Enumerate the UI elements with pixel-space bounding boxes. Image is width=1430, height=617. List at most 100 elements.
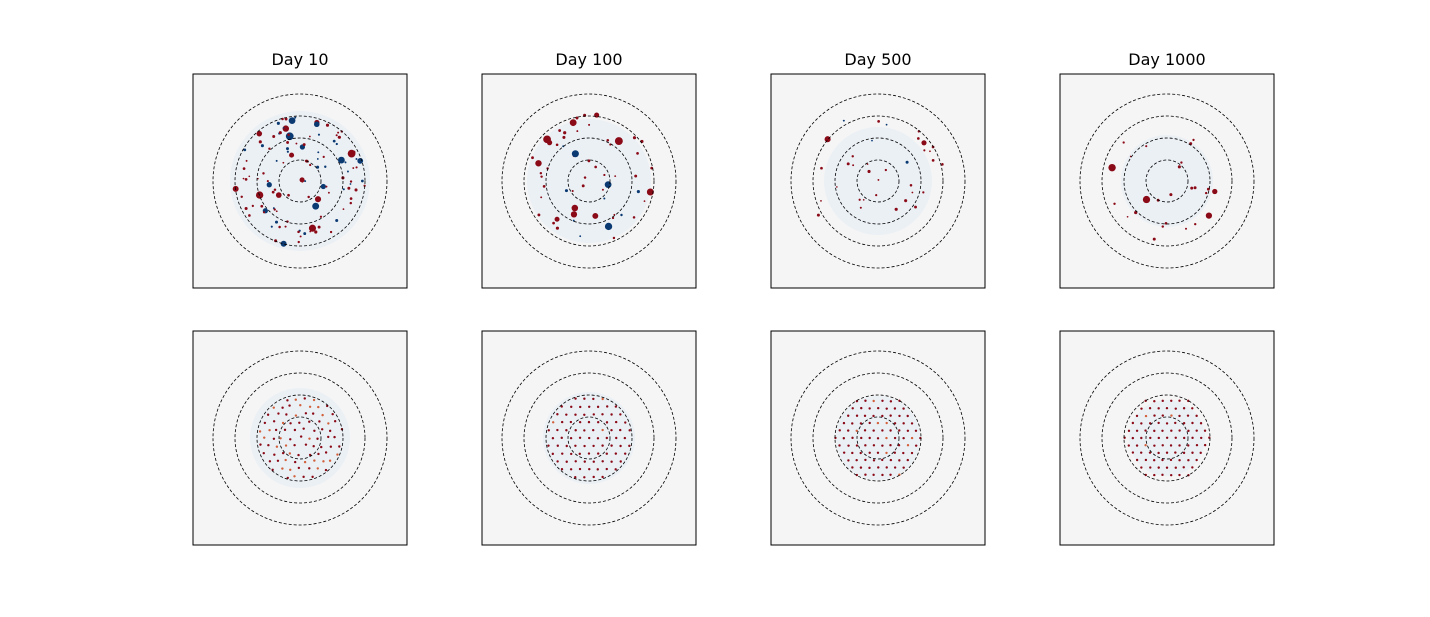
dot (574, 397, 577, 400)
dot (578, 452, 581, 456)
dot (569, 436, 573, 440)
dot (555, 226, 560, 230)
dot (881, 444, 884, 447)
dot (284, 444, 288, 447)
dot (285, 413, 288, 416)
dot (1186, 414, 1190, 417)
dot (868, 466, 871, 470)
dot (842, 119, 845, 122)
dot (282, 161, 285, 164)
dot (858, 198, 861, 201)
dot (279, 437, 282, 440)
dot (1127, 444, 1130, 447)
dot (248, 214, 251, 217)
ring (1079, 93, 1255, 269)
dot (594, 165, 597, 169)
dot (280, 240, 287, 247)
dot (876, 451, 880, 455)
dot (906, 443, 910, 447)
dot (872, 459, 876, 462)
dot (555, 143, 559, 147)
dot (1149, 466, 1152, 469)
dot (623, 452, 627, 455)
dot (859, 422, 863, 425)
dot (1161, 458, 1164, 462)
dot (281, 467, 284, 470)
dot (578, 467, 582, 471)
dot (267, 444, 270, 447)
dot (349, 201, 353, 205)
dot (619, 444, 622, 448)
dot (560, 467, 564, 471)
dot (1191, 436, 1194, 440)
dot (610, 428, 613, 432)
dot (604, 181, 612, 188)
dot (1161, 429, 1164, 433)
dot (601, 475, 604, 479)
dot (272, 406, 275, 409)
dot (610, 444, 613, 447)
dot (313, 459, 316, 462)
dot (266, 180, 269, 183)
dot (565, 429, 568, 432)
dot (632, 216, 636, 219)
dot (851, 451, 854, 455)
halo (824, 127, 932, 235)
dot (317, 405, 320, 409)
dot (317, 133, 321, 136)
dot (1153, 473, 1156, 477)
dot (308, 437, 311, 440)
dot (556, 460, 559, 463)
dot (596, 468, 599, 471)
dot (1135, 458, 1139, 462)
dot (842, 437, 846, 440)
dot (619, 413, 622, 416)
dot (268, 428, 271, 432)
dot (885, 421, 888, 425)
dot (299, 404, 302, 407)
dot (1131, 451, 1135, 454)
dot (337, 131, 340, 134)
dot (337, 156, 345, 164)
dot (868, 451, 871, 454)
dot (547, 444, 550, 447)
dot (624, 421, 627, 424)
dot (1169, 458, 1173, 462)
dot (281, 451, 285, 455)
dot (574, 413, 577, 416)
dot (284, 117, 288, 121)
dot (278, 131, 282, 135)
dot (273, 208, 276, 211)
dot (281, 421, 285, 425)
dot (862, 198, 865, 201)
dot (889, 444, 892, 447)
dot (601, 444, 604, 447)
dot (1191, 407, 1194, 410)
dot (1161, 444, 1164, 447)
dot (596, 421, 600, 424)
dot (606, 138, 610, 142)
dot (864, 458, 867, 462)
dot (914, 205, 917, 209)
dot (914, 444, 918, 447)
dot (263, 436, 266, 439)
ring (523, 372, 655, 504)
dot (355, 157, 358, 160)
dot (921, 140, 927, 146)
dot (309, 230, 312, 233)
dot (855, 458, 858, 462)
dot (881, 473, 884, 477)
dot (349, 183, 352, 185)
panel-title: Day 500 (844, 50, 911, 69)
dot (588, 467, 591, 471)
dot (569, 468, 573, 471)
dot (552, 221, 555, 225)
dot (1140, 407, 1143, 410)
dot (583, 476, 586, 479)
dot (335, 134, 338, 137)
ring (790, 350, 966, 526)
dot (864, 473, 867, 476)
dot (1205, 212, 1213, 219)
dot (320, 428, 324, 431)
dot (1161, 225, 1164, 228)
